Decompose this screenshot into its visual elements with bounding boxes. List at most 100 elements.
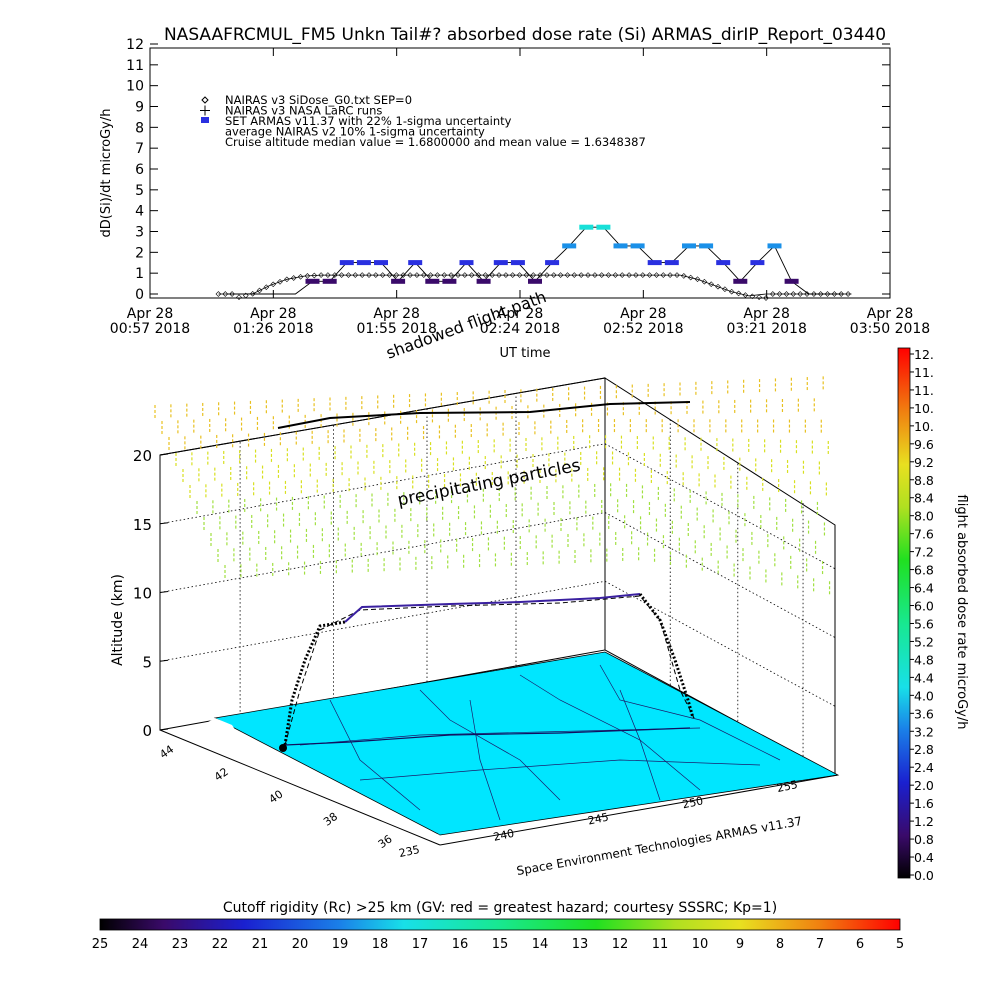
nairas-point (338, 272, 345, 278)
nairas-point (626, 272, 632, 278)
dose-colorbar-tick-label: 1.2 (914, 814, 934, 829)
armas-point (493, 260, 508, 266)
credit-label: Space Environment Technologies ARMAS v11… (515, 814, 803, 878)
dose-x-tick-time: 03:21 2018 (726, 321, 806, 337)
dose-colorbar-tick-label: 0.4 (914, 850, 934, 865)
nairas-point (434, 272, 441, 278)
nairas-point (503, 272, 509, 278)
nairas-point (297, 273, 304, 280)
rigidity-tick-label: 10 (692, 937, 709, 952)
armas-point (647, 260, 662, 266)
figure-title: NASAAFRCMUL_FM5 Unkn Tail#? absorbed dos… (164, 25, 886, 45)
armas-point (356, 260, 371, 266)
rigidity-tick-label: 14 (532, 937, 549, 952)
dose-colorbar-tick-label: 10. (914, 401, 934, 416)
nairas-point (701, 278, 708, 285)
armas-point (459, 260, 474, 266)
wall-grid-line (604, 512, 836, 638)
nairas-point (290, 275, 297, 281)
wall-top-edge (159, 377, 606, 456)
map-border-line (329, 699, 421, 811)
armas-point (545, 260, 560, 266)
dose-colorbar-scale (897, 347, 911, 879)
nairas-point (557, 272, 564, 278)
dose-y-tick-label: 0 (135, 287, 144, 303)
nairas-point (845, 291, 851, 297)
nairas-point (496, 272, 502, 278)
nairas-point (598, 272, 605, 278)
rigidity-tick-label: 23 (172, 937, 189, 952)
map-border-line (619, 689, 661, 801)
dose-x-tick-time: 01:55 2018 (356, 321, 436, 337)
dose-x-tick-time: 01:26 2018 (233, 321, 313, 337)
nairas-point (249, 290, 256, 297)
dose-colorbar-tick-label: 6.0 (914, 599, 934, 614)
nairas-point (694, 276, 701, 283)
altitude-tick-label: 5 (142, 653, 152, 671)
armas-point (562, 243, 577, 249)
rigidity-tick-label: 17 (412, 937, 429, 952)
rigidity-tick-label: 5 (896, 937, 904, 952)
dose-colorbar-tick-label: 2.0 (914, 778, 934, 793)
nairas-point (585, 272, 591, 278)
wall-grid-line (604, 443, 836, 570)
dose-colorbar-tick-label: 2.4 (914, 760, 934, 775)
dose-y-tick-label: 4 (135, 204, 144, 220)
dose-x-tick-date: Apr 28 (743, 306, 789, 322)
dose-series (215, 224, 852, 301)
altitude-axis: 0 5 10 15 20 (133, 447, 169, 740)
nairas-point (550, 272, 557, 278)
dose-colorbar-tick-label: 0.0 (914, 868, 934, 883)
flight-cruise (344, 593, 641, 623)
departure-point (279, 744, 287, 752)
armas-point (596, 224, 611, 230)
armas-point (374, 260, 388, 266)
nairas-point (790, 291, 797, 297)
flight-ground-track (284, 727, 691, 746)
armas-point (784, 278, 799, 284)
rigidity-tick-label: 25 (92, 937, 109, 952)
nairas-point (359, 272, 366, 278)
nairas-point (236, 294, 242, 301)
nairas-point (318, 272, 324, 278)
nairas-point (653, 272, 660, 278)
nairas-point (769, 291, 776, 297)
dose-colorbar-tick-label: 9.2 (914, 455, 934, 470)
armas-point (305, 278, 320, 284)
legend-plus-marker (200, 105, 210, 116)
dose-colorbar-tick-label: 11. (914, 365, 934, 380)
map-border-line (469, 699, 501, 821)
dose-y-tick-label: 12 (126, 37, 144, 53)
nairas-line (218, 274, 852, 297)
dose-colorbar-tick-label: 5.6 (914, 616, 934, 631)
armas-point (339, 260, 354, 266)
dose-colorbar-tick-label: 2.8 (914, 742, 934, 757)
armas-point (442, 278, 457, 284)
rigidity-tick-label: 7 (816, 937, 824, 952)
dose-y-tick-label: 8 (135, 120, 144, 136)
dose-y-tick-label: 2 (135, 245, 144, 261)
nairas-point (708, 281, 715, 288)
dose-y-tick-label: 7 (135, 141, 144, 157)
armas-point (733, 278, 748, 284)
nairas-point (838, 291, 845, 297)
nairas-point (715, 283, 721, 290)
nairas-point (482, 272, 489, 278)
dose-colorbar-tick-label: 6.4 (914, 581, 934, 596)
dose-colorbar: 0.0 0.4 0.8 1.2 1.6 2.0 2.4 2.8 3.2 3.6 4.0 4.4 4.8 5… (897, 347, 969, 883)
rigidity-tick-label: 12 (612, 937, 629, 952)
altitude-tick-label: 15 (133, 516, 152, 534)
rigidity-tick-label: 13 (572, 937, 589, 952)
dose-colorbar-tick-label: 5.2 (914, 634, 934, 649)
nairas-point (619, 272, 626, 278)
armas-point (322, 278, 337, 284)
map-borders (299, 664, 781, 821)
nairas-point (756, 294, 762, 301)
altitude-tick (159, 591, 169, 593)
altitude-tick (159, 453, 169, 456)
nairas-point (674, 272, 680, 278)
legend-entry: NAIRAS v3 NASA LaRC runs (225, 104, 382, 118)
rigidity-tick-label: 9 (736, 937, 744, 952)
nairas-point (414, 272, 420, 278)
